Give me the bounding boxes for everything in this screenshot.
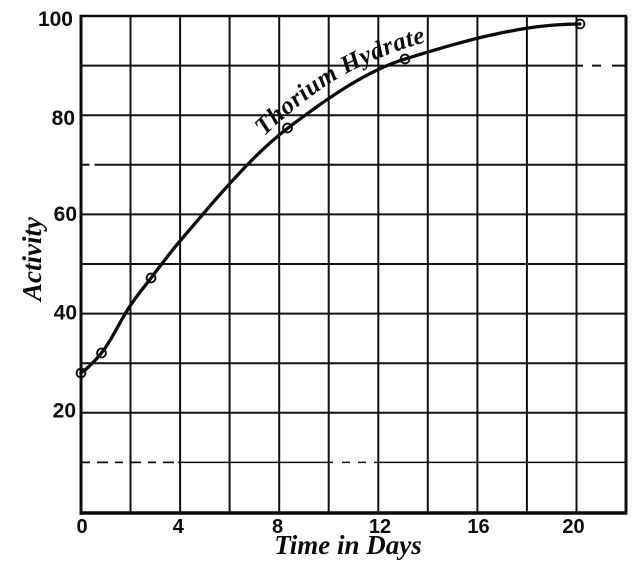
svg-text:Time in Days: Time in Days: [274, 530, 422, 560]
svg-text:16: 16: [467, 516, 489, 538]
svg-text:40: 40: [54, 302, 77, 325]
svg-text:8: 8: [272, 516, 283, 538]
svg-text:4: 4: [173, 516, 185, 538]
svg-text:0: 0: [76, 516, 87, 538]
svg-text:100: 100: [38, 8, 73, 31]
svg-text:20: 20: [562, 516, 584, 538]
svg-text:12: 12: [369, 516, 391, 538]
svg-text:Activity: Activity: [17, 216, 47, 303]
svg-text:60: 60: [54, 203, 77, 226]
svg-text:80: 80: [52, 107, 75, 130]
svg-text:20: 20: [53, 400, 76, 423]
